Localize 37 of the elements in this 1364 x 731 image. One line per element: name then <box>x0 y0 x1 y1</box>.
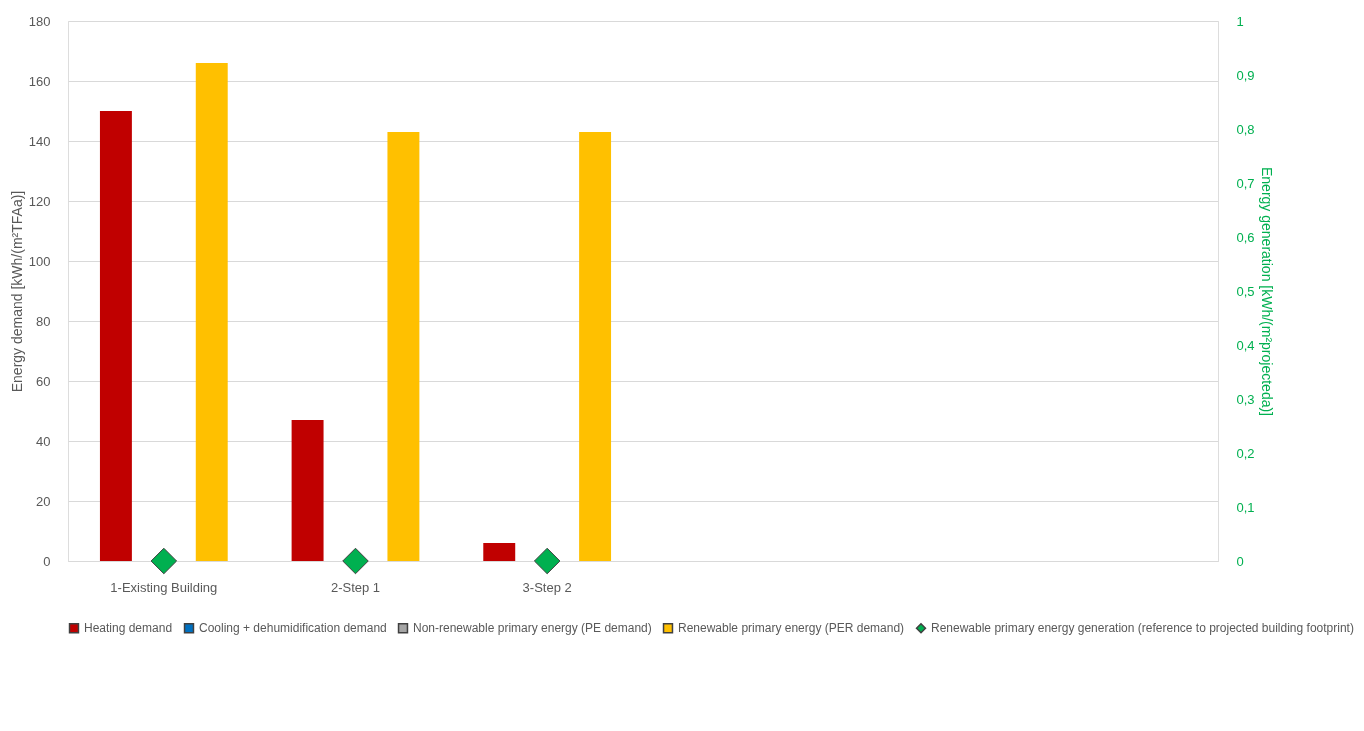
y-tick-label: 20 <box>36 493 51 509</box>
y-tick-label: 140 <box>28 133 51 149</box>
y2-tick-label: 0,6 <box>1236 229 1255 245</box>
legend-label: Renewable primary energy (PER demand) <box>678 621 905 636</box>
y2-tick-label: 0 <box>1236 553 1244 569</box>
x-tick-label: 2-Step 1 <box>330 579 381 595</box>
y2-tick-label: 0,9 <box>1236 67 1255 83</box>
y-tick-label: 0 <box>43 553 51 569</box>
y2-tick-label: 0,3 <box>1236 391 1255 407</box>
y2-tick-label: 0,2 <box>1236 445 1255 461</box>
y2-tick-label: 0,5 <box>1236 283 1255 299</box>
y2-tick-label: 0,1 <box>1236 499 1255 515</box>
y-tick-label: 160 <box>28 73 51 89</box>
y2-tick-label: 0,7 <box>1236 175 1255 191</box>
bar <box>195 63 228 561</box>
y2-tick-label: 0,4 <box>1236 337 1255 353</box>
y2-axis-title: Energy generation [kWh/(m²projecteda)] <box>1258 167 1275 416</box>
legend-label: Heating demand <box>84 621 173 636</box>
y-tick-label: 40 <box>36 433 51 449</box>
legend-label: Renewable primary energy generation (reference to projected building footprint) <box>931 621 1354 636</box>
y-tick-label: 180 <box>28 13 51 29</box>
bar <box>387 132 420 561</box>
x-tick-label: 1-Existing Building <box>110 579 218 595</box>
y-tick-label: 100 <box>28 253 51 269</box>
bar <box>99 111 132 561</box>
y-axis-title: Energy demand [kWh/(m²TFAa)] <box>8 190 25 393</box>
x-tick-label: 3-Step 2 <box>522 579 572 595</box>
y2-tick-label: 1 <box>1236 13 1244 29</box>
y-tick-label: 80 <box>36 313 51 329</box>
legend-label: Cooling + dehumidification demand <box>199 621 387 636</box>
y2-tick-label: 0,8 <box>1236 121 1255 137</box>
y-tick-label: 120 <box>28 193 51 209</box>
bar <box>579 132 612 561</box>
bar <box>483 543 516 561</box>
legend-label: Non-renewable primary energy (PE demand) <box>413 621 652 636</box>
bar <box>291 420 324 561</box>
y-tick-label: 60 <box>36 373 51 389</box>
